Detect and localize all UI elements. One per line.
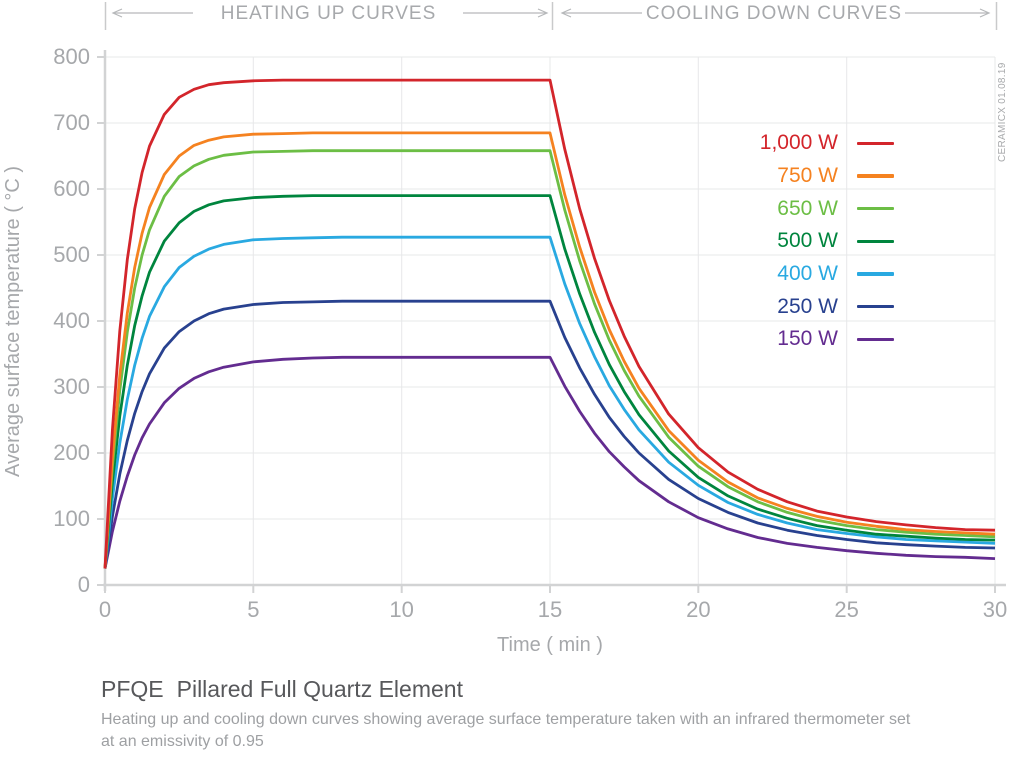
legend-label-750w: 750 W <box>777 164 838 188</box>
legend-line-swatch-750w <box>857 174 894 178</box>
legend-item-750w: 750 W <box>600 160 894 193</box>
y-tick-label-100: 100 <box>53 506 90 531</box>
legend-item-500w: 500 W <box>600 225 894 258</box>
legend-item-150w: 150 W <box>600 323 894 356</box>
header-ruler <box>104 2 998 30</box>
figure-subtitle: Heating up and cooling down curves showi… <box>101 709 1001 753</box>
x-tick-label-30: 30 <box>982 597 1008 622</box>
legend-line-swatch-500w <box>857 239 894 244</box>
curve-750w <box>103 131 996 569</box>
legend-item-1000w: 1,000 W <box>600 127 894 160</box>
figure-title-name: Pillared Full Quartz Element <box>176 676 463 702</box>
legend-line-swatch-250w <box>857 305 894 309</box>
x-axis-title: Time ( min ) <box>497 634 603 656</box>
legend-label-1000w: 1,000 W <box>759 131 838 155</box>
x-tick-label-25: 25 <box>834 597 859 622</box>
legend-label-250w: 250 W <box>777 294 838 318</box>
x-tick-label-5: 5 <box>247 597 260 622</box>
heating-curves-label: HEATING UP CURVES <box>220 3 437 24</box>
curves <box>103 78 996 569</box>
figure-caption: PFQE Pillared Full Quartz Element Heating… <box>101 676 1001 753</box>
x-tick-label-0: 0 <box>98 597 112 622</box>
y-tick-label-400: 400 <box>53 308 90 333</box>
figure-subtitle-line2: at an emissivity of 0.95 <box>101 733 264 750</box>
y-tick-label-200: 200 <box>53 440 90 465</box>
arrow-left-icon <box>560 8 642 18</box>
curve-400w <box>103 235 996 569</box>
watermark-text: CERAMICX 01.08.19 <box>997 62 1008 162</box>
x-tick-label-10: 10 <box>389 597 414 622</box>
header-arrows <box>111 8 991 18</box>
y-tick-label-0: 0 <box>77 572 90 597</box>
arrow-right-icon <box>463 8 549 18</box>
x-tick-label-20: 20 <box>686 597 711 622</box>
legend-label-150w: 150 W <box>777 327 838 351</box>
legend-label-500w: 500 W <box>777 229 838 253</box>
legend-line-swatch-1000w <box>857 141 894 146</box>
legend-item-400w: 400 W <box>600 258 894 291</box>
curve-1000w <box>103 78 996 569</box>
legend-label-400w: 400 W <box>777 262 838 286</box>
y-tick-label-300: 300 <box>53 374 90 399</box>
legend-line-swatch-150w <box>857 337 894 342</box>
curve-500w <box>103 194 996 569</box>
legend-item-650w: 650 W <box>600 192 894 225</box>
legend-item-250w: 250 W <box>600 290 894 323</box>
legend-line-swatch-650w <box>857 207 894 211</box>
legend: 1,000 W 750 W 650 W 500 W 400 W 250 W 150 W <box>600 127 894 356</box>
figure-title: PFQE Pillared Full Quartz Element <box>101 676 1001 702</box>
arrow-left-icon <box>111 8 193 18</box>
cooling-curves-label: COOLING DOWN CURVES <box>645 3 903 24</box>
legend-line-swatch-400w <box>857 272 894 276</box>
y-tick-label-800: 800 <box>53 44 90 69</box>
figure-title-code: PFQE <box>101 676 164 702</box>
y-tick-label-500: 500 <box>53 242 90 267</box>
arrow-right-icon <box>905 8 991 18</box>
curve-650w <box>103 149 996 569</box>
figure-subtitle-line1: Heating up and cooling down curves showi… <box>101 711 911 728</box>
curve-250w <box>103 299 996 569</box>
y-tick-label-700: 700 <box>53 110 90 135</box>
y-tick-label-600: 600 <box>53 176 90 201</box>
axes <box>97 50 1006 593</box>
legend-label-650w: 650 W <box>777 196 838 220</box>
x-tick-label-15: 15 <box>537 597 563 622</box>
curve-150w <box>103 355 996 569</box>
